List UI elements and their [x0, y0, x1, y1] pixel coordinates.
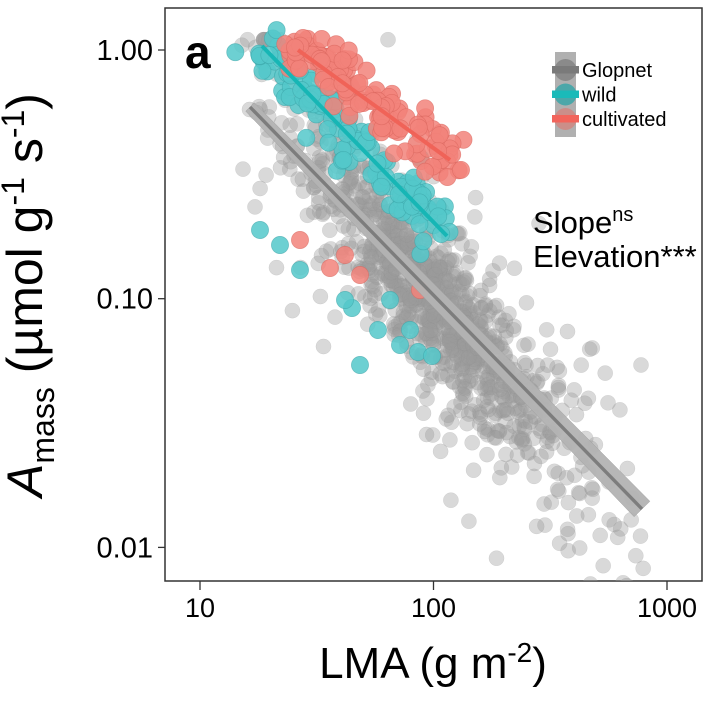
svg-text:a: a	[185, 26, 211, 78]
svg-text:wild: wild	[581, 85, 616, 107]
svg-text:Glopnet: Glopnet	[582, 60, 652, 82]
svg-text:1.00: 1.00	[97, 35, 153, 67]
svg-text:0.10: 0.10	[97, 284, 153, 316]
svg-text:0.01: 0.01	[97, 532, 153, 564]
svg-text:1000: 1000	[637, 593, 697, 623]
svg-text:10: 10	[185, 593, 215, 623]
svg-text:100: 100	[411, 593, 456, 623]
svg-text:cultivated: cultivated	[582, 109, 667, 131]
svg-text:Elevation***: Elevation***	[533, 239, 697, 274]
